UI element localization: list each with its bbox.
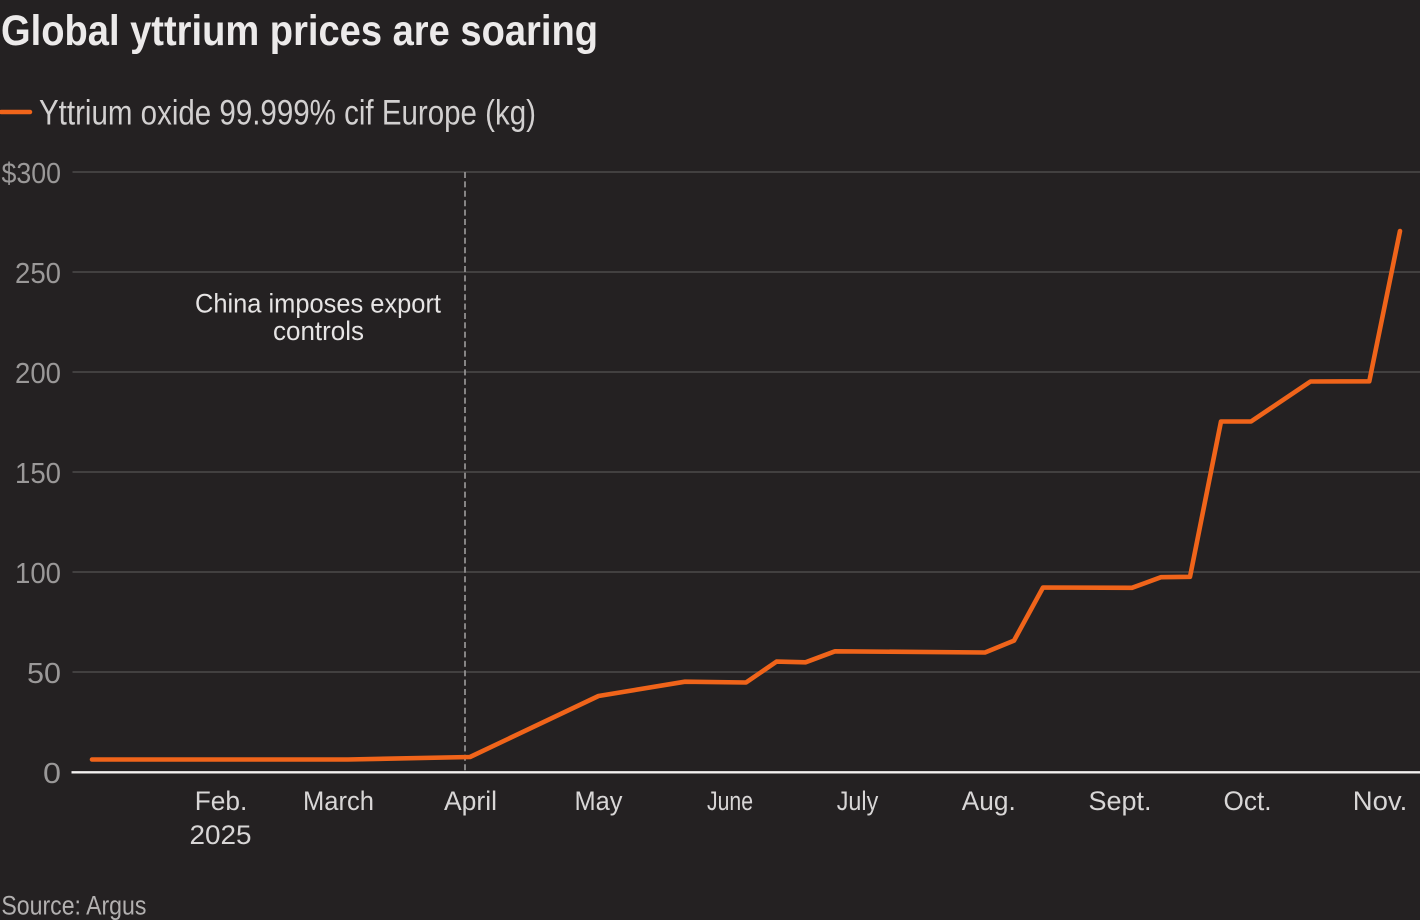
svg-text:China imposes export: China imposes export [195,289,441,319]
svg-text:2025: 2025 [190,820,252,850]
svg-text:Nov.: Nov. [1353,786,1408,816]
svg-text:150: 150 [15,458,61,490]
svg-text:Global yttrium prices are soar: Global yttrium prices are soaring [1,7,598,55]
svg-text:May: May [575,786,623,816]
svg-text:Oct.: Oct. [1224,786,1272,816]
svg-text:March: March [303,786,374,816]
svg-text:50: 50 [27,658,61,690]
svg-text:June: June [707,786,753,816]
svg-text:0: 0 [43,758,61,790]
svg-text:100: 100 [15,558,61,590]
svg-text:April: April [444,786,497,816]
svg-text:controls: controls [273,316,364,346]
svg-text:$300: $300 [2,158,62,190]
svg-text:July: July [837,786,879,816]
svg-text:Feb.: Feb. [195,786,248,816]
svg-text:Sept.: Sept. [1089,786,1152,816]
svg-text:Source: Argus: Source: Argus [1,891,146,920]
svg-text:Yttrium oxide 99.999% cif Euro: Yttrium oxide 99.999% cif Europe (kg) [39,94,536,133]
svg-text:Aug.: Aug. [962,786,1016,816]
svg-text:200: 200 [15,358,61,390]
svg-text:250: 250 [15,258,61,290]
